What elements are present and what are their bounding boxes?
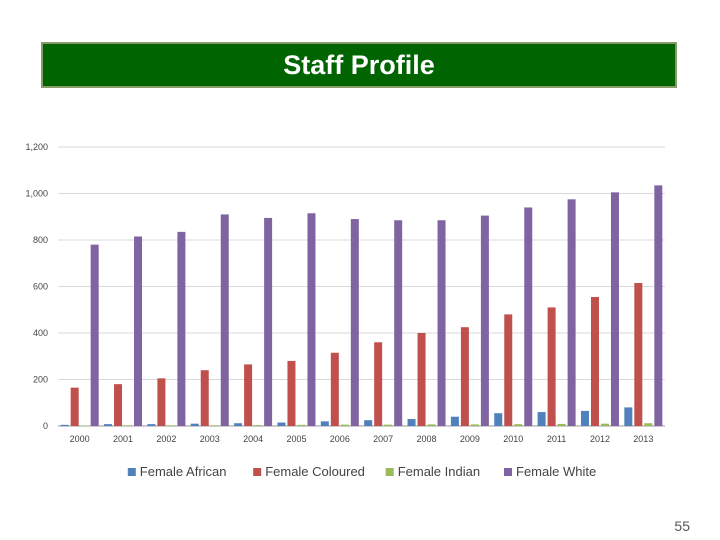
bar-female-african [537, 412, 546, 426]
y-tick-label: 400 [33, 328, 48, 338]
slide-title-bar: Staff Profile [41, 42, 677, 88]
x-tick-label: 2003 [200, 434, 220, 444]
bar-female-indian [644, 423, 653, 426]
bar-female-coloured [330, 352, 339, 426]
x-tick-label: 2012 [590, 434, 610, 444]
bar-female-white [654, 185, 663, 426]
page-number: 55 [674, 518, 690, 534]
y-tick-label: 1,200 [25, 142, 48, 152]
x-tick-label: 2009 [460, 434, 480, 444]
legend-label: Female Coloured [265, 464, 365, 479]
bar-female-african [624, 407, 633, 426]
bar-female-coloured [70, 387, 79, 426]
bar-female-coloured [374, 342, 383, 426]
bar-female-indian [297, 424, 306, 426]
bar-female-white [480, 215, 489, 426]
x-tick-label: 2007 [373, 434, 393, 444]
x-tick-label: 2005 [286, 434, 306, 444]
bar-female-african [580, 410, 589, 426]
legend-swatch [385, 468, 394, 476]
legend-swatch [253, 468, 262, 476]
bar-female-coloured [547, 307, 556, 426]
bar-female-coloured [590, 296, 599, 426]
bar-female-white [307, 213, 316, 426]
x-tick-label: 2008 [417, 434, 437, 444]
x-tick-label: 2006 [330, 434, 350, 444]
bar-female-indian [427, 424, 436, 426]
bar-female-white [437, 220, 446, 426]
bar-female-indian [210, 425, 219, 426]
bar-female-coloured [200, 370, 209, 426]
bar-female-white [524, 207, 533, 426]
bar-female-indian [514, 424, 523, 426]
legend-label: Female Indian [398, 464, 480, 479]
x-tick-label: 2002 [156, 434, 176, 444]
bar-female-white [90, 244, 99, 426]
bar-female-white [350, 219, 359, 426]
bar-female-indian [124, 425, 133, 426]
legend-swatch [127, 468, 136, 476]
x-tick-label: 2013 [633, 434, 653, 444]
bar-female-coloured [417, 333, 426, 426]
bar-female-white [134, 236, 143, 426]
y-tick-label: 0 [43, 421, 48, 431]
bar-female-african [494, 413, 503, 426]
bar-female-african [104, 424, 113, 426]
bar-female-african [364, 420, 373, 426]
bar-female-african [320, 421, 329, 426]
bar-female-african [147, 424, 156, 426]
bar-female-indian [600, 423, 609, 426]
bar-female-indian [254, 425, 263, 426]
x-tick-label: 2010 [503, 434, 523, 444]
bar-female-coloured [460, 327, 469, 426]
bar-female-african [60, 424, 69, 426]
slide-title: Staff Profile [283, 49, 435, 80]
bar-female-african [450, 416, 459, 426]
bar-female-indian [557, 423, 566, 426]
bar-female-coloured [114, 384, 123, 426]
bar-female-indian [384, 424, 393, 426]
bar-female-white [264, 217, 273, 426]
legend-swatch [504, 468, 512, 476]
bar-female-white [567, 199, 576, 426]
bar-female-indian [340, 424, 349, 426]
bar-female-white [220, 214, 229, 426]
legend-label: Female African [140, 464, 227, 479]
x-tick-label: 2001 [113, 434, 133, 444]
legend-label: Female White [516, 464, 596, 479]
y-tick-label: 200 [33, 375, 48, 385]
x-tick-label: 2000 [70, 434, 90, 444]
bar-female-african [407, 419, 416, 426]
y-tick-label: 800 [33, 235, 48, 245]
x-tick-label: 2004 [243, 434, 263, 444]
bar-female-african [277, 422, 286, 426]
y-tick-label: 600 [33, 282, 48, 292]
bar-female-african [234, 423, 243, 426]
bar-female-white [610, 192, 619, 426]
bar-female-african [190, 423, 199, 426]
bar-female-coloured [504, 314, 513, 426]
x-tick-label: 2011 [547, 434, 566, 444]
bar-female-white [394, 220, 403, 426]
bar-female-coloured [244, 364, 253, 426]
bar-female-coloured [287, 360, 296, 426]
bar-female-coloured [157, 378, 166, 426]
bar-female-coloured [634, 283, 643, 426]
bar-female-white [177, 231, 186, 426]
y-tick-label: 1,000 [25, 189, 48, 199]
bar-female-indian [167, 425, 176, 426]
bar-female-indian [470, 424, 479, 426]
